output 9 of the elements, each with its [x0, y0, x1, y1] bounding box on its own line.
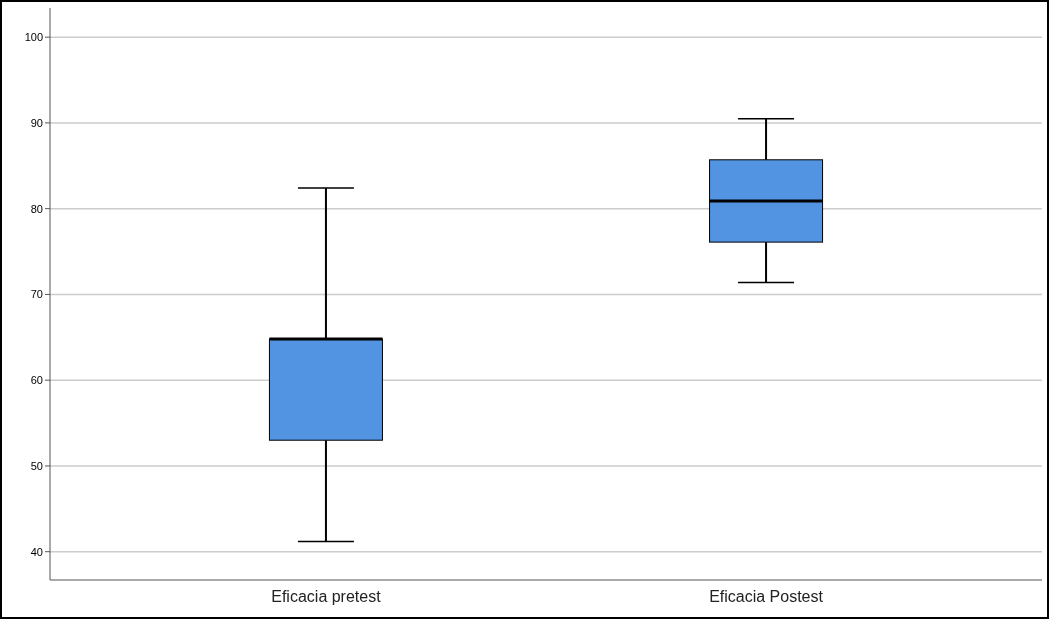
x-tick-label: Eficacia Postest	[709, 588, 824, 605]
y-tick-label: 70	[30, 288, 43, 301]
y-tick-label: 60	[30, 374, 43, 387]
x-tick-label: Eficacia pretest	[271, 588, 382, 605]
y-tick-label: 40	[30, 545, 43, 558]
y-tick-label: 80	[30, 202, 43, 215]
y-tick-label: 100	[24, 31, 43, 44]
y-tick-label: 50	[30, 459, 43, 472]
y-tick-label: 90	[30, 116, 43, 129]
